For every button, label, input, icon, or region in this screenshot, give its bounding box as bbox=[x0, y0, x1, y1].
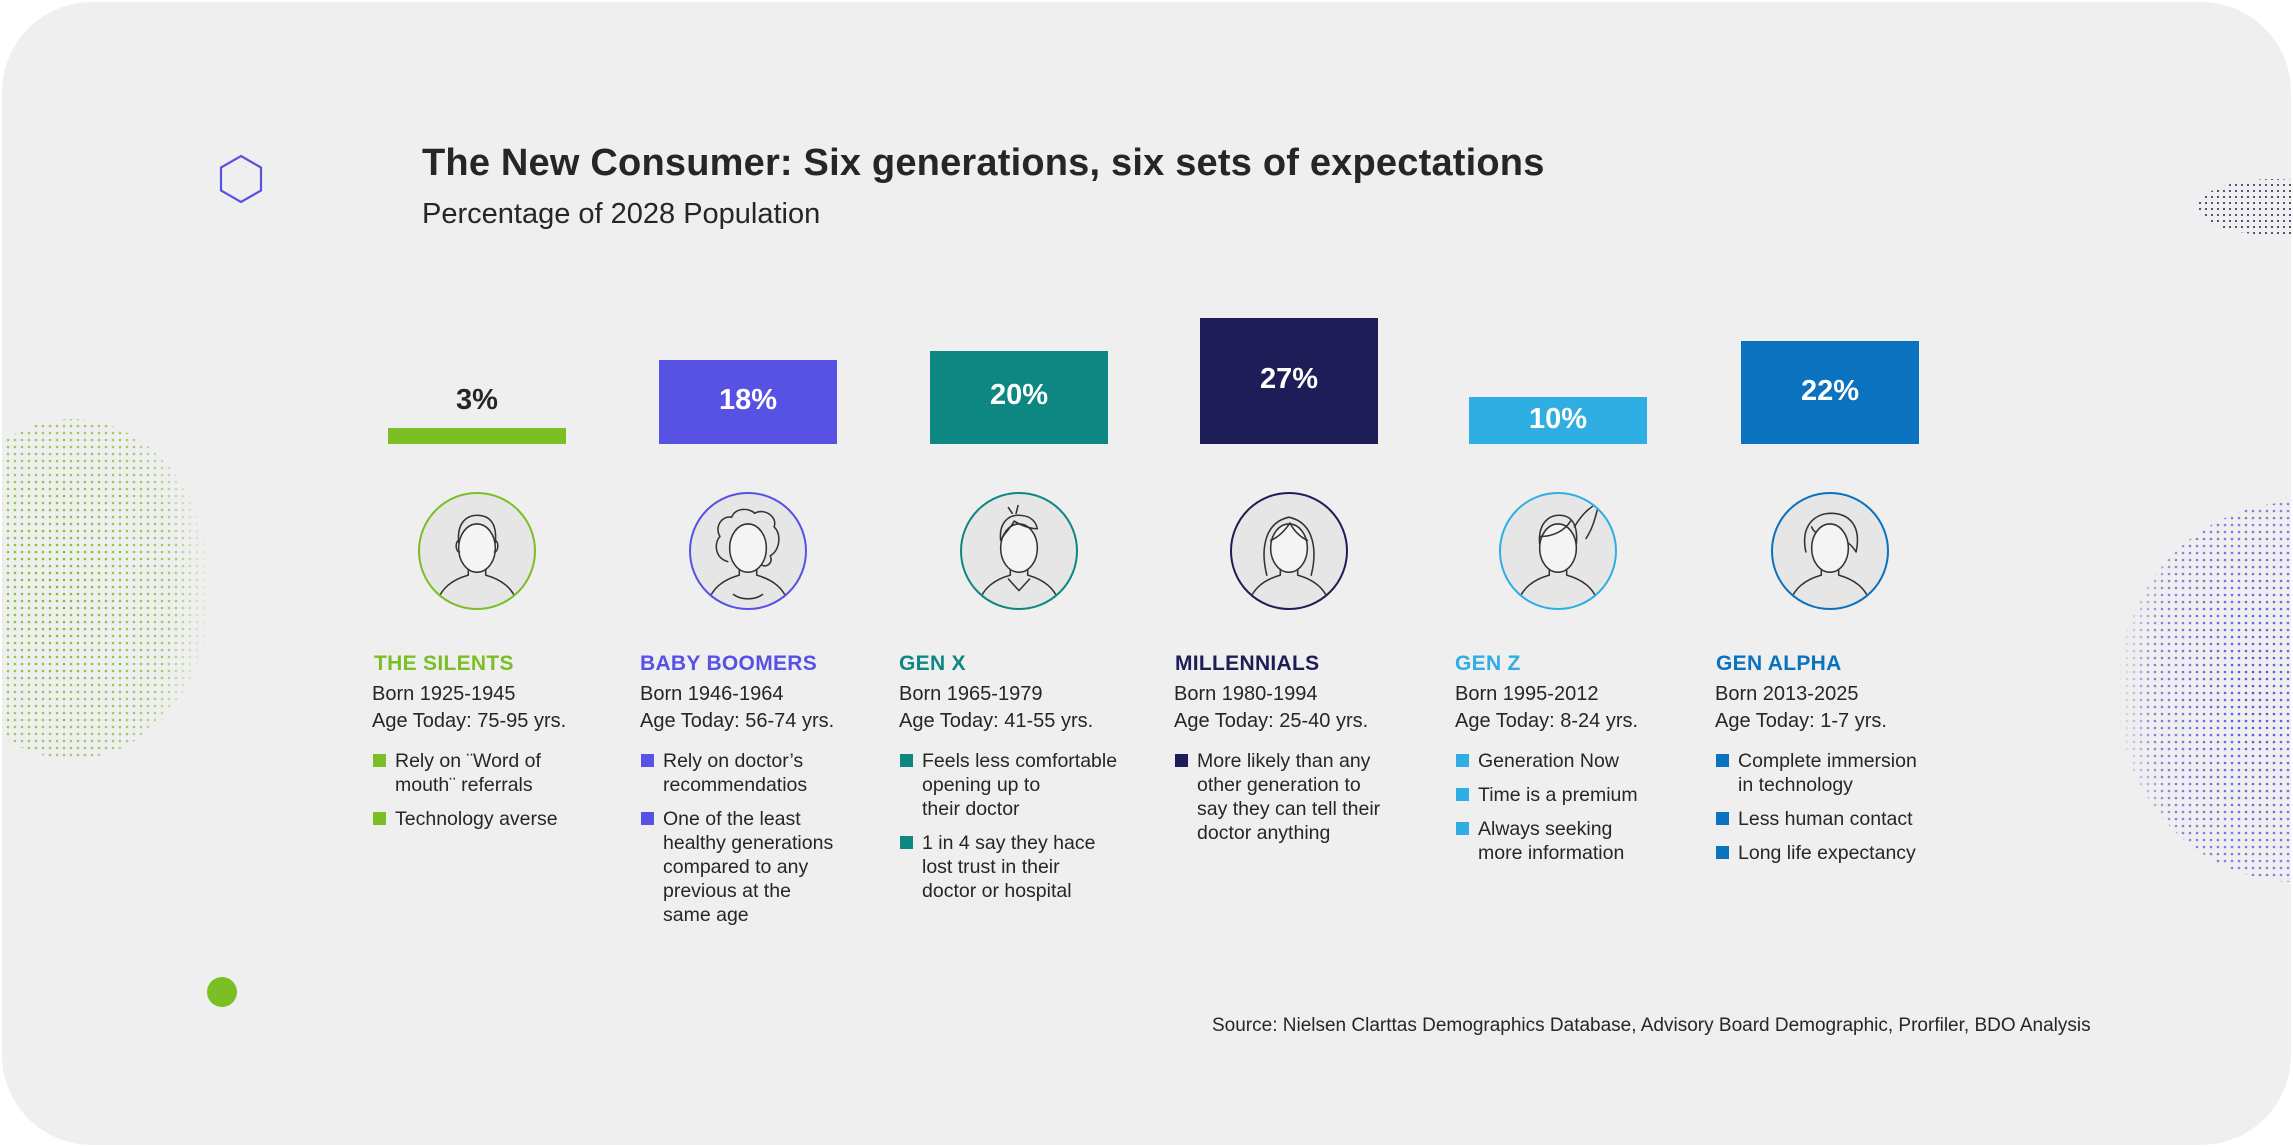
generation-born: Born 2013-2025 bbox=[1715, 683, 1859, 705]
avatar-baby-boomers bbox=[689, 492, 807, 610]
man-collared-shirt-icon bbox=[976, 504, 1062, 608]
generation-age: Age Today: 8-24 yrs. bbox=[1455, 710, 1639, 732]
bullet-square-icon bbox=[1456, 788, 1469, 801]
bullet-square-icon bbox=[373, 812, 386, 825]
generation-born: Born 1925-1945 bbox=[372, 683, 516, 705]
bar-gen-z bbox=[1469, 397, 1647, 444]
bullet-text: Complete immersion in technology bbox=[1738, 750, 1917, 796]
bar-value-label: 10% bbox=[1528, 402, 1588, 435]
bullet-square-icon bbox=[1175, 754, 1188, 767]
bullet-square-icon bbox=[641, 754, 654, 767]
bar-value-label: 22% bbox=[1800, 374, 1860, 407]
generation-age: Age Today: 75-95 yrs. bbox=[372, 710, 567, 732]
bullet-square-icon bbox=[1456, 822, 1469, 835]
long-hair-woman-icon bbox=[1246, 516, 1332, 608]
generation-name: THE SILENTS bbox=[374, 652, 514, 675]
bullet-text: More likely than any other generation to… bbox=[1197, 750, 1381, 844]
bullet-square-icon bbox=[641, 812, 654, 825]
bullet-text: Time is a premium bbox=[1478, 784, 1638, 806]
bar-value-label: 27% bbox=[1259, 363, 1319, 395]
avatar-gen-z bbox=[1499, 492, 1617, 610]
bar-gen-x bbox=[930, 350, 1108, 444]
child-icon bbox=[1787, 512, 1873, 608]
generation-name: MILLENNIALS bbox=[1175, 652, 1320, 675]
green-dot-pattern bbox=[2, 419, 212, 759]
bullet-text: Generation Now bbox=[1478, 750, 1619, 772]
generation-born: Born 1980-1994 bbox=[1174, 683, 1318, 705]
generation-name: GEN Z bbox=[1455, 652, 1521, 675]
bar-value-label: 20% bbox=[989, 379, 1049, 412]
generation-born: Born 1946-1964 bbox=[640, 683, 784, 705]
bullet-square-icon bbox=[1716, 812, 1729, 825]
avatar-the-silents bbox=[418, 492, 536, 610]
generation-age: Age Today: 56-74 yrs. bbox=[640, 710, 835, 732]
bullet-text: Feels less comfortable opening up to the… bbox=[922, 750, 1118, 820]
bar-value-label: 18% bbox=[718, 384, 778, 416]
navy-dot-pattern bbox=[2198, 179, 2291, 235]
generation-age: Age Today: 25-40 yrs. bbox=[1174, 710, 1369, 732]
generation-name: BABY BOOMERS bbox=[640, 652, 818, 675]
source-note: Source: Nielsen Clarttas Demographics Da… bbox=[1212, 1015, 2091, 1036]
bullet-text: Technology averse bbox=[395, 808, 558, 830]
ponytail-girl-icon bbox=[1515, 500, 1601, 608]
green-dot-icon bbox=[207, 977, 237, 1007]
bar-millennials bbox=[1200, 318, 1378, 444]
blue-dot-pattern bbox=[2117, 502, 2291, 882]
avatar-millennials bbox=[1230, 492, 1348, 610]
bullet-text: One of the least healthy generations com… bbox=[663, 808, 834, 926]
bullet-text: Rely on ¨Word of mouth¨ referrals bbox=[395, 750, 541, 796]
bullet-text: Less human contact bbox=[1738, 808, 1913, 830]
avatar-gen-alpha bbox=[1771, 492, 1889, 610]
elderly-man-icon bbox=[434, 514, 520, 608]
bullet-square-icon bbox=[900, 754, 913, 767]
bullet-text: Rely on doctor’s recommendatios bbox=[663, 750, 808, 796]
page-subtitle: Percentage of 2028 Population bbox=[422, 198, 821, 230]
generation-age: Age Today: 1-7 yrs. bbox=[1715, 710, 1887, 732]
bullet-text: Long life expectancy bbox=[1738, 842, 1916, 864]
generation-born: Born 1965-1979 bbox=[899, 683, 1043, 705]
bar-the-silents bbox=[388, 428, 566, 444]
bar-gen-alpha bbox=[1741, 341, 1919, 444]
bar-baby-boomers bbox=[659, 360, 837, 444]
bullet-square-icon bbox=[900, 836, 913, 849]
generation-age: Age Today: 41-55 yrs. bbox=[899, 710, 1094, 732]
bullet-square-icon bbox=[373, 754, 386, 767]
page-title: The New Consumer: Six generations, six s… bbox=[422, 142, 1545, 184]
bar-value-label: 3% bbox=[456, 384, 498, 416]
generation-name: GEN X bbox=[899, 652, 966, 675]
hexagon-icon bbox=[219, 154, 263, 204]
bullet-square-icon bbox=[1716, 754, 1729, 767]
bullet-text: 1 in 4 say they hace lost trust in their… bbox=[922, 832, 1096, 902]
curly-hair-woman-icon bbox=[705, 508, 791, 608]
avatar-gen-x bbox=[960, 492, 1078, 610]
bullet-text: Always seeking more information bbox=[1478, 818, 1625, 864]
generation-born: Born 1995-2012 bbox=[1455, 683, 1599, 705]
bullet-square-icon bbox=[1716, 846, 1729, 859]
bullet-square-icon bbox=[1456, 754, 1469, 767]
generation-name: GEN ALPHA bbox=[1716, 652, 1842, 675]
